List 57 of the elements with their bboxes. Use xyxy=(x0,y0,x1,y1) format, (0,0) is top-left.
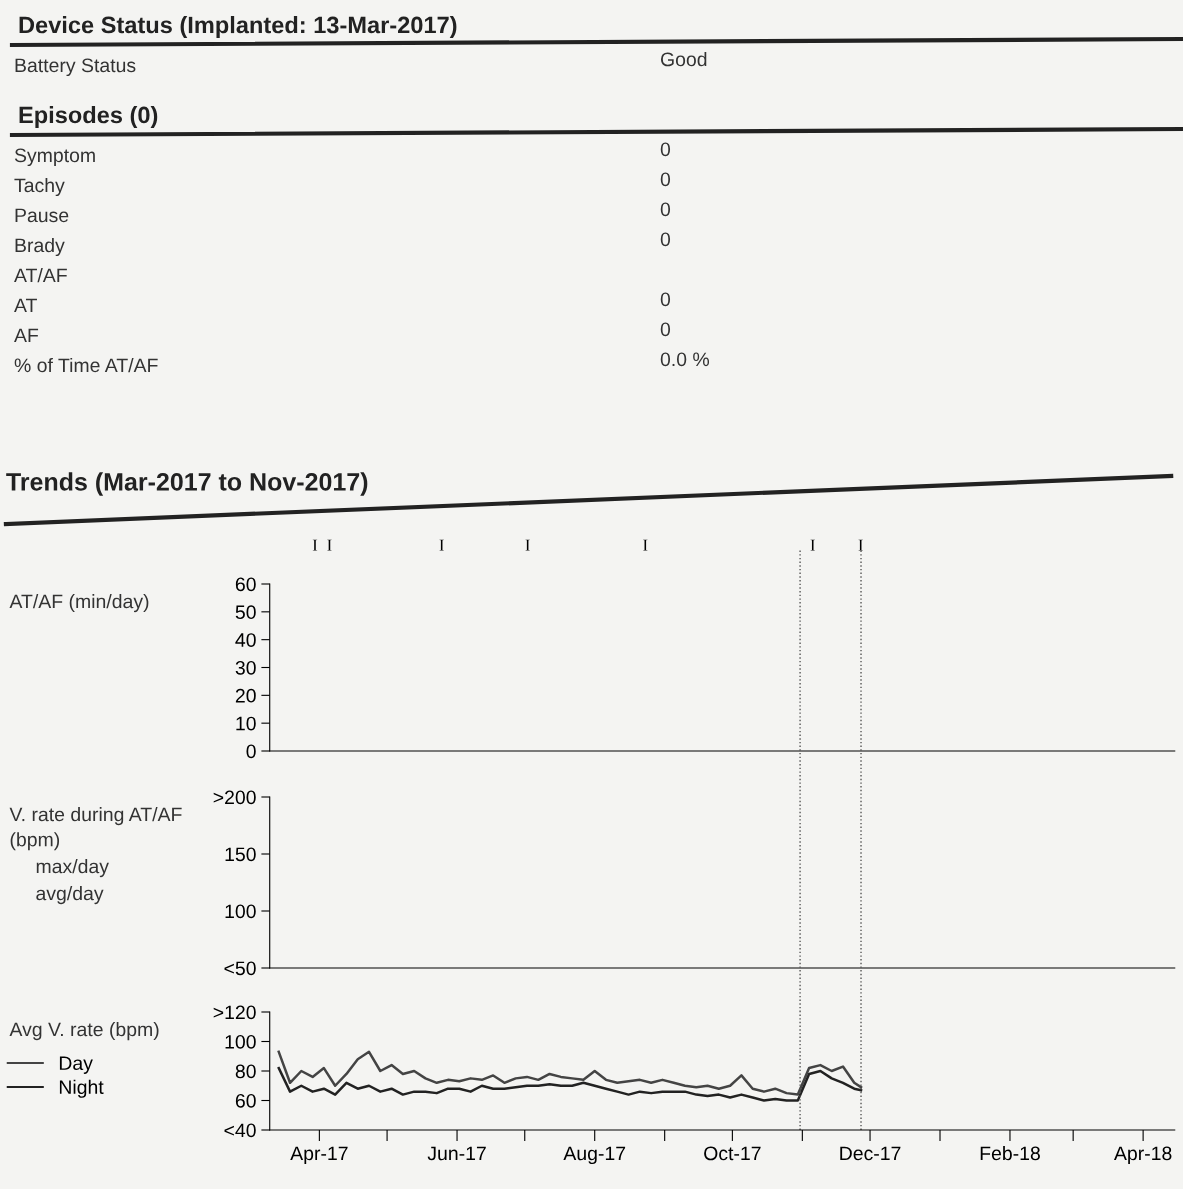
x-tick-label: Oct-17 xyxy=(704,1146,761,1161)
y-tick-label: 60 xyxy=(235,1093,256,1108)
y-tick-label: 10 xyxy=(236,716,256,731)
y-tick-label: 60 xyxy=(235,577,256,592)
category-label: Pause xyxy=(15,208,69,223)
text: I xyxy=(810,539,815,551)
y-tick-label: 100 xyxy=(225,904,256,919)
y-tick-label: >200 xyxy=(213,790,256,805)
text: 0.0 % xyxy=(660,352,710,367)
text: I xyxy=(643,539,648,551)
y-tick-label: <40 xyxy=(224,1123,256,1138)
category-label: Tachy xyxy=(14,177,65,197)
x-tick-label: Feb-18 xyxy=(980,1145,1040,1161)
x-tick-label: Aug-17 xyxy=(563,1146,626,1165)
y-tick-label: <50 xyxy=(224,961,256,976)
x-tick-label: Dec-17 xyxy=(840,1146,901,1161)
x-tick-label: Apr-17 xyxy=(290,1146,348,1165)
y-tick-label: 40 xyxy=(235,633,256,647)
text: I xyxy=(439,539,444,551)
y-tick-label: 80 xyxy=(235,1064,256,1079)
category-label: Brady xyxy=(15,237,65,257)
text: 0 xyxy=(660,142,671,157)
text: 0 xyxy=(660,202,671,217)
category-label: Symptom xyxy=(14,148,95,167)
y-axis-title: AT/AF (min/day) xyxy=(9,594,149,613)
x-tick-label: Apr-18 xyxy=(1113,1146,1172,1165)
y-tick-label: 150 xyxy=(225,847,256,862)
text: max/day xyxy=(36,859,109,878)
category-label: AF xyxy=(14,328,39,343)
category-label: AT/AF xyxy=(14,267,67,283)
text: 0 xyxy=(660,322,671,337)
text: Episodes (0) xyxy=(19,106,158,128)
y-tick-label: >120 xyxy=(213,1005,256,1020)
text: avg/day xyxy=(36,886,104,905)
category-label: Battery Status xyxy=(15,58,136,77)
y-tick-label: 100 xyxy=(225,1034,256,1049)
text: 0 xyxy=(660,292,671,307)
category-label: % of Time AT/AF xyxy=(14,357,158,373)
y-axis-title: V. rate during AT/AF (bpm) xyxy=(9,807,182,851)
text: Good xyxy=(660,51,707,67)
y-axis-title: Avg V. rate (bpm) xyxy=(9,1022,159,1041)
category-label: AT xyxy=(14,298,37,313)
text: I xyxy=(327,539,332,551)
legend-label: Day xyxy=(59,1056,93,1074)
legend-label: Night xyxy=(59,1079,104,1098)
y-tick-label: 20 xyxy=(235,688,256,703)
text: I xyxy=(525,539,530,551)
x-tick-label: Jun-17 xyxy=(427,1146,486,1161)
text: 0 xyxy=(660,232,671,247)
text: I xyxy=(312,539,318,551)
y-tick-label: 50 xyxy=(235,605,256,620)
text: Device Status (Implanted: 13-Mar-2017) xyxy=(19,16,457,38)
chart-title: Trends (Mar-2017 to Nov-2017) xyxy=(6,472,368,496)
y-tick-label: 30 xyxy=(235,660,256,675)
text: I xyxy=(858,539,863,551)
y-tick-label: 0 xyxy=(246,744,256,759)
text: 0 xyxy=(660,172,671,187)
